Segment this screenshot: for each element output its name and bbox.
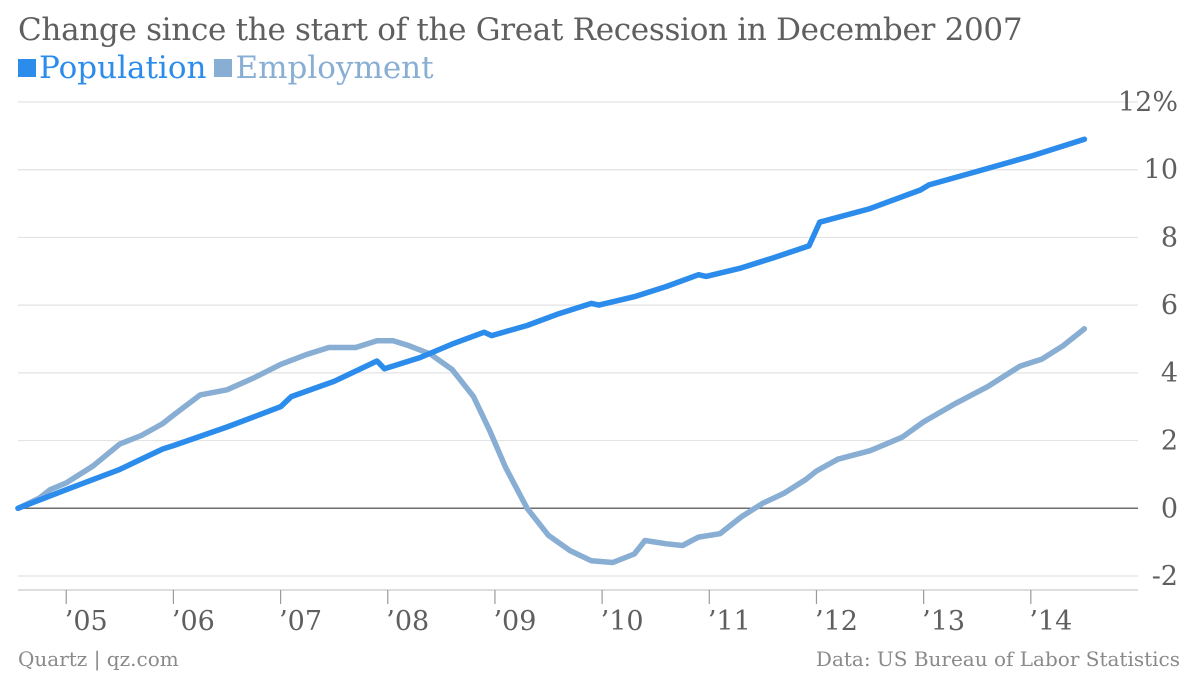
y-tick-label-10: 10 [1144, 155, 1178, 186]
y-tick-label-neg2: -2 [1152, 561, 1178, 592]
series-line-employment [15, 326, 1088, 566]
legend: Population Employment [18, 50, 438, 86]
data-source: Data: US Bureau of Labor Statistics [815, 647, 1180, 671]
x-tick-label-2009: ’09 [493, 606, 536, 637]
chart-title: Change since the start of the Great Rece… [18, 12, 1023, 48]
y-tick-label-8: 8 [1161, 222, 1178, 253]
x-tick-label-2011: ’11 [708, 606, 751, 637]
y-tick-label-0: 0 [1161, 493, 1178, 524]
y-tick-label-2: 2 [1161, 426, 1178, 457]
series-line-population [15, 136, 1088, 512]
legend-item-population: Population [18, 50, 206, 86]
x-tick-label-2014: ’14 [1029, 606, 1072, 637]
x-tick-label-2013: ’13 [922, 606, 965, 637]
legend-label-employment: Employment [235, 50, 434, 86]
legend-swatch-employment [214, 59, 233, 77]
x-tick-label-2008: ’08 [386, 606, 429, 637]
x-tick-label-2010: ’10 [601, 606, 644, 637]
x-tick-label-2012: ’12 [815, 606, 858, 637]
x-tick-label-2006: ’06 [172, 606, 215, 637]
y-tick-label-4: 4 [1161, 358, 1178, 389]
legend-swatch-population [18, 59, 36, 77]
y-tick-label-6: 6 [1161, 290, 1178, 321]
legend-item-employment: Employment [214, 50, 434, 86]
x-tick-label-2005: ’05 [65, 606, 108, 637]
source-credit: Quartz | qz.com [18, 647, 179, 671]
y-tick-label-12: 12% [1118, 87, 1178, 118]
legend-label-population: Population [39, 50, 207, 86]
x-tick-label-2007: ’07 [279, 606, 322, 637]
